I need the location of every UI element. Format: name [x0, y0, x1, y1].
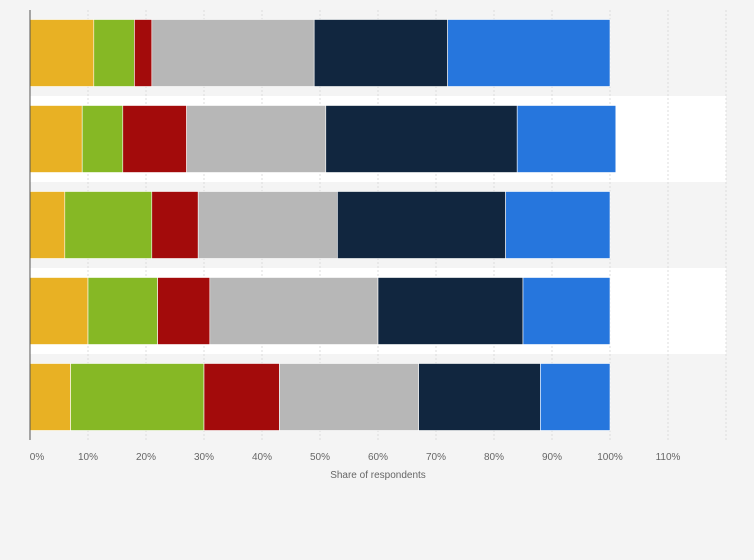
x-tick-label: 110% [656, 452, 681, 463]
x-tick-label: 80% [484, 452, 504, 463]
bar-segment-series-5[interactable] [377, 277, 524, 345]
bar-segment-series-5[interactable] [337, 191, 506, 259]
bar-segment-series-3[interactable] [203, 363, 280, 431]
x-tick-label: 100% [597, 452, 623, 463]
bar-segment-series-6[interactable] [540, 363, 611, 431]
bar-segment-series-5[interactable] [313, 19, 448, 87]
bar-segment-series-1[interactable] [29, 277, 89, 345]
bar-segment-series-6[interactable] [516, 105, 617, 173]
bar-segment-series-5[interactable] [418, 363, 541, 431]
bar-segment-series-2[interactable] [93, 19, 135, 87]
bar-segment-series-1[interactable] [29, 105, 83, 173]
bar-segment-series-2[interactable] [81, 105, 124, 173]
x-tick-label: 20% [136, 452, 156, 463]
x-tick-labels: 0% 10% 20% 30% 40% 50% 60% 70% 80% 90% 100% 110% [30, 452, 681, 463]
x-tick-label: 0% [30, 452, 45, 463]
bar-segment-series-4[interactable] [151, 19, 315, 87]
bar-segment-series-4[interactable] [197, 191, 338, 259]
bar-segment-series-6[interactable] [447, 19, 611, 87]
bar-segment-series-3[interactable] [134, 19, 153, 87]
bar-segment-series-2[interactable] [70, 363, 205, 431]
bar-segment-series-4[interactable] [186, 105, 327, 173]
x-tick-label: 90% [542, 452, 562, 463]
x-tick-label: 70% [426, 452, 446, 463]
bar-segment-series-6[interactable] [505, 191, 611, 259]
bar-segment-series-6[interactable] [522, 277, 611, 345]
x-tick-label: 60% [368, 452, 388, 463]
bar-segment-series-3[interactable] [157, 277, 211, 345]
bar-segment-series-4[interactable] [279, 363, 419, 431]
bars [29, 19, 617, 431]
bar-segment-series-4[interactable] [209, 277, 379, 345]
bar-segment-series-3[interactable] [151, 191, 199, 259]
bar-segment-series-1[interactable] [29, 19, 95, 87]
x-tick-label: 50% [310, 452, 330, 463]
bar-segment-series-2[interactable] [64, 191, 153, 259]
bar-segment-series-1[interactable] [29, 191, 66, 259]
x-tick-label: 30% [194, 452, 214, 463]
bar-segment-series-3[interactable] [122, 105, 187, 173]
bar-segment-series-1[interactable] [29, 363, 71, 431]
bar-segment-series-5[interactable] [325, 105, 518, 173]
bar-segment-series-2[interactable] [87, 277, 158, 345]
x-tick-label: 10% [78, 452, 98, 463]
x-axis-title: Share of respondents [330, 470, 426, 481]
x-tick-label: 40% [252, 452, 272, 463]
